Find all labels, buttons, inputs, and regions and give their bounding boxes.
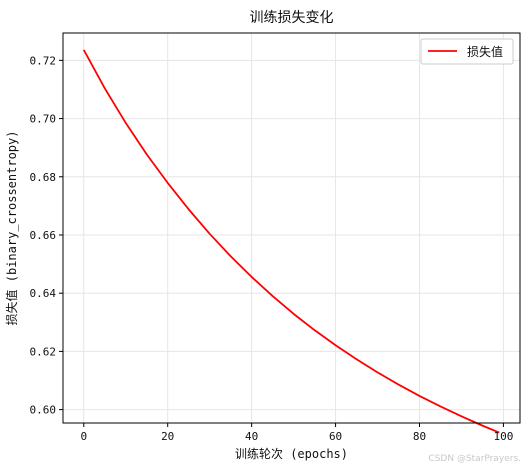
x-tick-label: 0 — [80, 430, 87, 443]
legend: 损失值 — [420, 38, 514, 65]
loss-series-line — [82, 49, 500, 434]
x-tick-label: 100 — [493, 430, 513, 443]
y-tick-label: 0.66 — [30, 229, 57, 242]
y-tick-label: 0.70 — [30, 113, 57, 126]
x-tick-label: 60 — [329, 430, 342, 443]
series-layer — [82, 49, 500, 434]
x-axis-label: 训练轮次 (epochs) — [235, 446, 348, 461]
y-tick-label: 0.64 — [30, 287, 57, 300]
x-axis-ticks: 0 20 40 60 80 100 — [80, 423, 513, 443]
plot-frame — [62, 32, 521, 424]
chart-title: 训练损失变化 — [250, 10, 334, 26]
x-tick-label: 80 — [413, 430, 426, 443]
grid — [63, 33, 520, 423]
y-tick-label: 0.60 — [30, 404, 57, 417]
y-tick-label: 0.72 — [30, 54, 57, 67]
y-axis-ticks: 0.60 0.62 0.64 0.66 0.68 0.70 0.72 — [30, 54, 63, 417]
watermark: CSDN @StarPrayers. — [428, 454, 521, 464]
x-tick-label: 40 — [245, 430, 258, 443]
legend-label: 损失值 — [467, 44, 503, 59]
y-axis-label: 损失值 (binary_crossentropy) — [4, 131, 19, 326]
y-tick-label: 0.68 — [30, 171, 57, 184]
x-tick-label: 20 — [161, 430, 174, 443]
legend-box — [420, 38, 514, 65]
y-tick-label: 0.62 — [30, 345, 57, 358]
